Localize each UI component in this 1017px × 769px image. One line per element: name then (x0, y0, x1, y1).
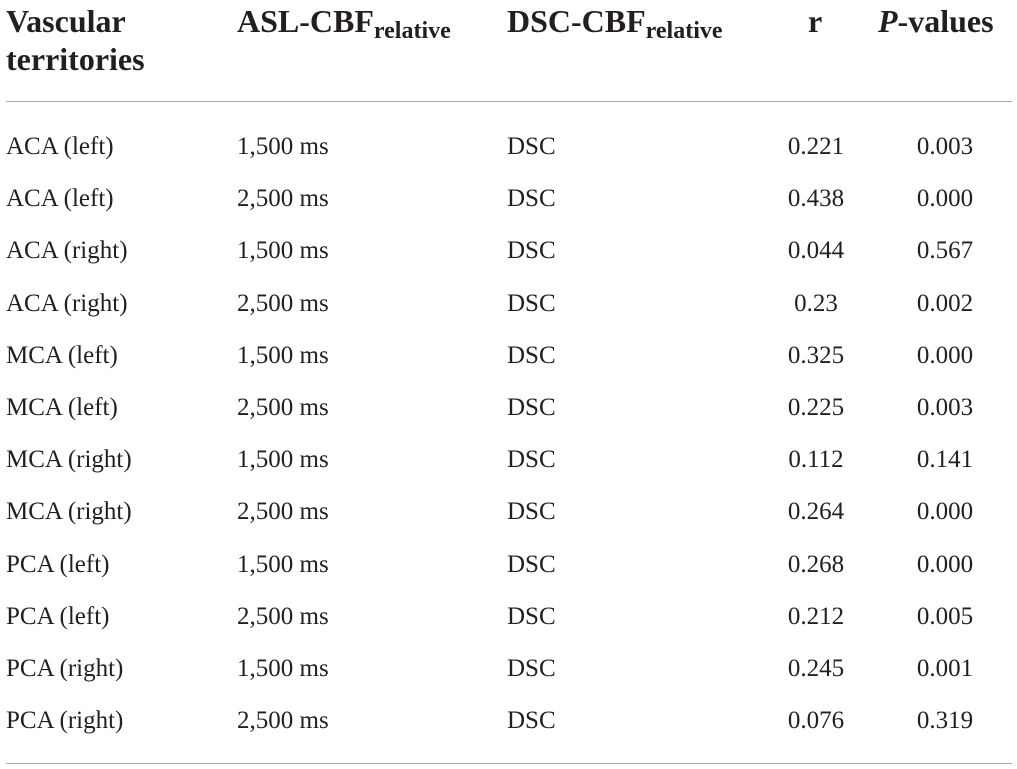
cell-r: 0.438 (787, 185, 845, 213)
cell-territory: MCA (left) (6, 341, 118, 369)
cell-dsc-cbf: DSC (507, 446, 556, 474)
cell-p-value: 0.000 (916, 550, 974, 578)
cell-r: 0.044 (787, 237, 845, 265)
table-row: PCA (left) 2,500 ms DSC 0.212 0.005 (0, 591, 1017, 643)
cell-territory: PCA (right) (6, 707, 124, 735)
table-row: PCA (left) 1,500 ms DSC 0.268 0.000 (0, 539, 1017, 591)
header-dsc-sub: relative (645, 18, 723, 44)
cell-r: 0.112 (788, 446, 844, 474)
table-row: ACA (left) 2,500 ms DSC 0.438 0.000 (0, 173, 1017, 225)
cell-territory: PCA (right) (6, 654, 124, 682)
header-asl-cbf: ASL-CBFrelative (237, 2, 451, 44)
cell-territory: ACA (right) (6, 237, 128, 265)
cell-asl-cbf: 2,500 ms (237, 498, 329, 526)
cell-p-value: 0.319 (916, 707, 974, 735)
cell-p-value: 0.001 (916, 654, 974, 682)
cell-p-value: 0.000 (916, 341, 974, 369)
cell-r: 0.23 (794, 289, 838, 317)
cell-asl-cbf: 1,500 ms (237, 446, 329, 474)
table-header: Vascular territories ASL-CBFrelative DSC… (0, 0, 1017, 100)
cell-p-value: 0.003 (916, 393, 974, 421)
header-dsc-main: DSC-CBF (507, 3, 646, 39)
cell-dsc-cbf: DSC (507, 550, 556, 578)
cell-territory: ACA (left) (6, 185, 114, 213)
header-p-rest: -values (897, 3, 994, 39)
cell-dsc-cbf: DSC (507, 341, 556, 369)
cell-asl-cbf: 2,500 ms (237, 185, 329, 213)
table-row: MCA (right) 2,500 ms DSC 0.264 0.000 (0, 486, 1017, 538)
table-row: MCA (left) 2,500 ms DSC 0.225 0.003 (0, 382, 1017, 434)
cell-p-value: 0.002 (916, 289, 974, 317)
cell-p-value: 0.003 (916, 133, 974, 160)
cell-p-value: 0.567 (916, 237, 974, 265)
cell-territory: MCA (right) (6, 446, 132, 474)
cell-p-value: 0.000 (916, 498, 974, 526)
header-vascular-territories: Vascular territories (6, 2, 206, 78)
cell-territory: ACA (left) (6, 133, 114, 160)
table-row: MCA (right) 1,500 ms DSC 0.112 0.141 (0, 434, 1017, 486)
bottom-divider (6, 763, 1012, 764)
cell-dsc-cbf: DSC (507, 602, 556, 630)
table-row: ACA (right) 1,500 ms DSC 0.044 0.567 (0, 225, 1017, 277)
table-body: ACA (left) 1,500 ms DSC 0.221 0.003 ACA (left… (0, 121, 1017, 747)
cell-dsc-cbf: DSC (507, 289, 556, 317)
header-asl-main: ASL-CBF (237, 3, 374, 39)
cell-territory: MCA (left) (6, 393, 118, 421)
cell-dsc-cbf: DSC (507, 707, 556, 735)
cell-r: 0.268 (787, 550, 845, 578)
cell-r: 0.264 (787, 498, 845, 526)
header-asl-sub: relative (373, 18, 451, 44)
table-row: PCA (right) 2,500 ms DSC 0.076 0.319 (0, 695, 1017, 747)
table-row: ACA (right) 2,500 ms DSC 0.23 0.002 (0, 278, 1017, 330)
cell-asl-cbf: 2,500 ms (237, 289, 329, 317)
header-vascular-line2: territories (6, 41, 145, 77)
header-p-italic: P (878, 3, 898, 39)
cell-asl-cbf: 2,500 ms (237, 393, 329, 421)
cell-r: 0.221 (787, 133, 845, 160)
cell-asl-cbf: 1,500 ms (237, 341, 329, 369)
cell-p-value: 0.005 (916, 602, 974, 630)
header-divider (6, 101, 1012, 102)
cell-territory: MCA (right) (6, 498, 132, 526)
cell-dsc-cbf: DSC (507, 133, 556, 160)
cell-asl-cbf: 1,500 ms (237, 654, 329, 682)
table-row: ACA (left) 1,500 ms DSC 0.221 0.003 (0, 121, 1017, 173)
cell-dsc-cbf: DSC (507, 185, 556, 213)
cell-p-value: 0.000 (916, 185, 974, 213)
cell-dsc-cbf: DSC (507, 393, 556, 421)
table-row: MCA (left) 1,500 ms DSC 0.325 0.000 (0, 330, 1017, 382)
cell-r: 0.076 (787, 707, 845, 735)
cell-territory: PCA (left) (6, 602, 110, 630)
cell-dsc-cbf: DSC (507, 237, 556, 265)
cell-p-value: 0.141 (916, 446, 974, 474)
cell-r: 0.225 (787, 393, 845, 421)
cell-asl-cbf: 1,500 ms (237, 237, 329, 265)
cell-r: 0.245 (787, 654, 845, 682)
cell-asl-cbf: 2,500 ms (237, 602, 329, 630)
cell-r: 0.212 (787, 602, 845, 630)
cell-asl-cbf: 1,500 ms (237, 133, 329, 160)
header-r: r (808, 3, 823, 39)
cell-dsc-cbf: DSC (507, 654, 556, 682)
table-row: PCA (right) 1,500 ms DSC 0.245 0.001 (0, 643, 1017, 695)
cell-r: 0.325 (787, 341, 845, 369)
cell-asl-cbf: 2,500 ms (237, 707, 329, 735)
header-p-values: P-values (878, 2, 994, 40)
cell-territory: ACA (right) (6, 289, 128, 317)
cell-territory: PCA (left) (6, 550, 110, 578)
header-vascular-line1: Vascular (6, 3, 126, 39)
header-dsc-cbf: DSC-CBFrelative (507, 2, 723, 44)
cell-asl-cbf: 1,500 ms (237, 550, 329, 578)
cell-dsc-cbf: DSC (507, 498, 556, 526)
